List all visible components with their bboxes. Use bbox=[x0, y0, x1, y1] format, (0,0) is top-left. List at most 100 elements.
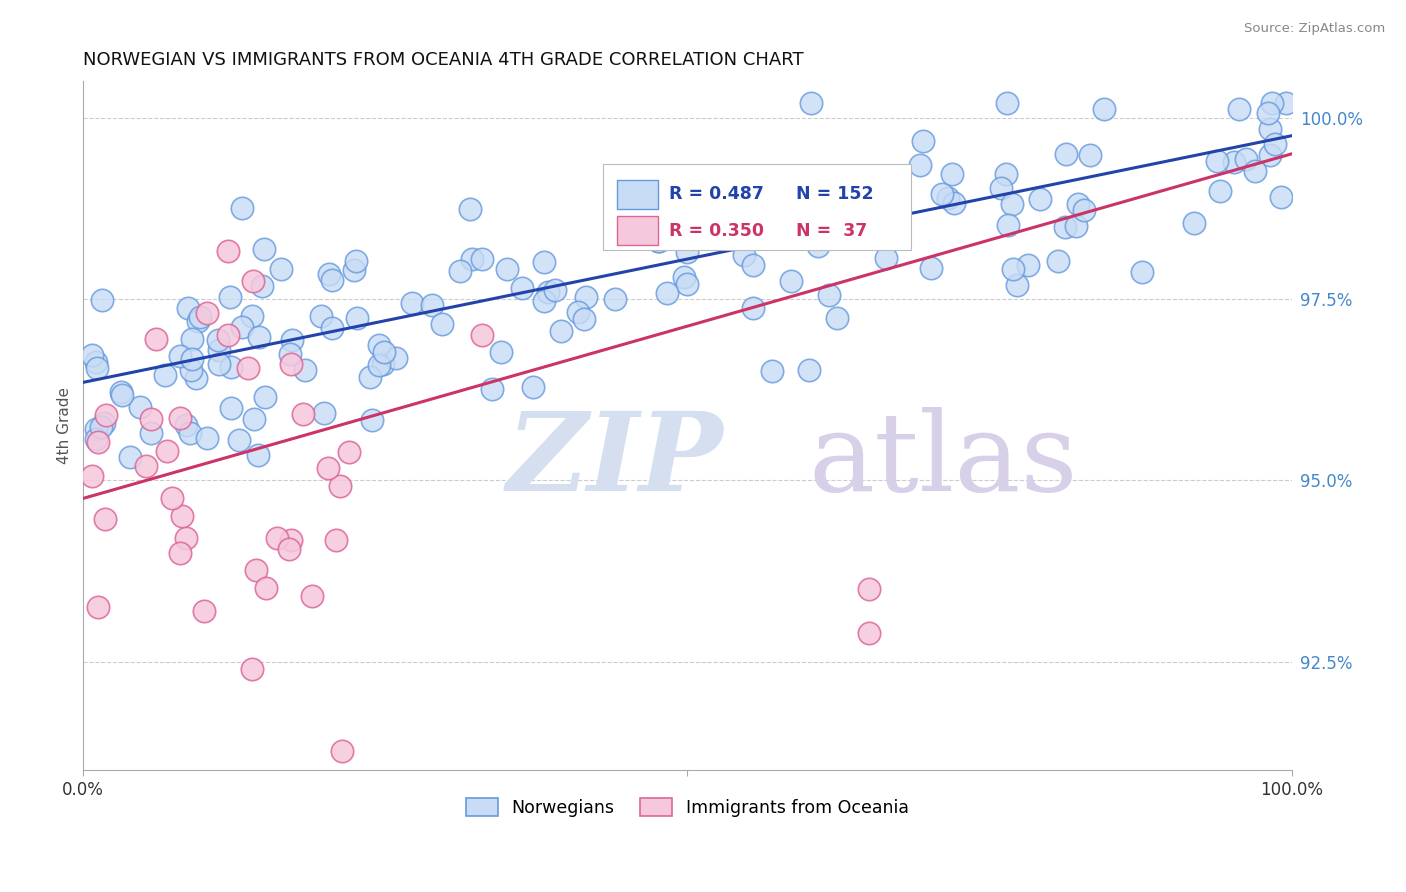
Point bbox=[848, 211, 870, 225]
Point bbox=[607, 221, 630, 235]
Point bbox=[207, 334, 229, 348]
Point bbox=[321, 273, 343, 287]
Point bbox=[758, 194, 780, 209]
Point bbox=[135, 458, 157, 473]
Point bbox=[458, 202, 481, 217]
Point bbox=[110, 385, 132, 400]
Point bbox=[995, 96, 1018, 111]
Text: NORWEGIAN VS IMMIGRANTS FROM OCEANIA 4TH GRADE CORRELATION CHART: NORWEGIAN VS IMMIGRANTS FROM OCEANIA 4TH… bbox=[83, 51, 804, 69]
Point bbox=[741, 301, 763, 316]
Point bbox=[111, 388, 134, 402]
Point bbox=[145, 332, 167, 346]
Point bbox=[875, 251, 897, 265]
Point bbox=[120, 450, 142, 464]
Point bbox=[920, 261, 942, 276]
Point bbox=[277, 542, 299, 557]
Point bbox=[673, 270, 696, 285]
Text: R = 0.487: R = 0.487 bbox=[669, 186, 765, 203]
Point bbox=[278, 346, 301, 360]
Point bbox=[139, 412, 162, 426]
FancyBboxPatch shape bbox=[617, 217, 658, 245]
Point bbox=[280, 533, 302, 547]
Point bbox=[184, 371, 207, 385]
Point bbox=[733, 248, 755, 262]
Point bbox=[1005, 277, 1028, 292]
Point bbox=[321, 321, 343, 335]
Text: N =  37: N = 37 bbox=[796, 222, 868, 240]
Point bbox=[748, 211, 770, 226]
Point bbox=[219, 401, 242, 415]
Point bbox=[301, 590, 323, 604]
Point bbox=[93, 512, 115, 526]
Point bbox=[910, 158, 932, 172]
Point bbox=[254, 391, 277, 405]
Point bbox=[316, 461, 339, 475]
Point bbox=[422, 298, 444, 312]
Point bbox=[471, 328, 494, 343]
Point bbox=[550, 324, 572, 338]
Point bbox=[90, 419, 112, 434]
Point bbox=[1130, 265, 1153, 279]
Point bbox=[174, 531, 197, 545]
Point bbox=[84, 432, 107, 446]
Point bbox=[253, 243, 276, 257]
Point bbox=[783, 201, 806, 215]
Point bbox=[1073, 202, 1095, 217]
Point bbox=[359, 369, 381, 384]
Point bbox=[80, 469, 103, 483]
Point bbox=[252, 278, 274, 293]
Point bbox=[941, 167, 963, 181]
Point bbox=[208, 357, 231, 371]
Point bbox=[367, 359, 389, 373]
Point bbox=[617, 183, 640, 197]
Point bbox=[623, 181, 645, 195]
Point bbox=[325, 533, 347, 547]
Point bbox=[1046, 254, 1069, 268]
Point bbox=[481, 382, 503, 396]
Point bbox=[536, 285, 558, 300]
Point bbox=[96, 408, 118, 422]
Point bbox=[195, 306, 218, 320]
Point bbox=[337, 445, 360, 459]
Point bbox=[807, 238, 830, 252]
Point bbox=[745, 194, 768, 208]
Point bbox=[240, 309, 263, 323]
Point bbox=[742, 258, 765, 272]
Point bbox=[1261, 96, 1284, 111]
Point bbox=[818, 288, 841, 302]
Point bbox=[533, 254, 555, 268]
Point bbox=[430, 318, 453, 332]
Point bbox=[169, 546, 191, 560]
Point bbox=[292, 407, 315, 421]
Point bbox=[80, 348, 103, 362]
Point bbox=[329, 479, 352, 493]
Point bbox=[181, 332, 204, 346]
Point bbox=[86, 360, 108, 375]
Point bbox=[709, 179, 731, 194]
Point bbox=[997, 218, 1019, 232]
Point bbox=[1028, 192, 1050, 206]
Point bbox=[169, 349, 191, 363]
Point bbox=[672, 208, 695, 222]
Point bbox=[246, 448, 269, 462]
Point bbox=[575, 290, 598, 304]
Point bbox=[86, 355, 108, 369]
Point bbox=[1182, 216, 1205, 230]
Point bbox=[141, 426, 163, 441]
Point bbox=[1227, 103, 1250, 117]
Point bbox=[174, 417, 197, 432]
Point bbox=[858, 582, 880, 596]
Point bbox=[1264, 137, 1286, 152]
Point bbox=[280, 334, 302, 348]
Point bbox=[280, 357, 302, 371]
FancyBboxPatch shape bbox=[603, 164, 911, 250]
Text: N = 152: N = 152 bbox=[796, 186, 873, 203]
Point bbox=[93, 416, 115, 430]
Point bbox=[344, 253, 367, 268]
Point bbox=[318, 267, 340, 281]
Point bbox=[931, 187, 953, 202]
Point bbox=[361, 413, 384, 427]
FancyBboxPatch shape bbox=[617, 180, 658, 209]
Point bbox=[197, 431, 219, 445]
Point bbox=[734, 227, 756, 241]
